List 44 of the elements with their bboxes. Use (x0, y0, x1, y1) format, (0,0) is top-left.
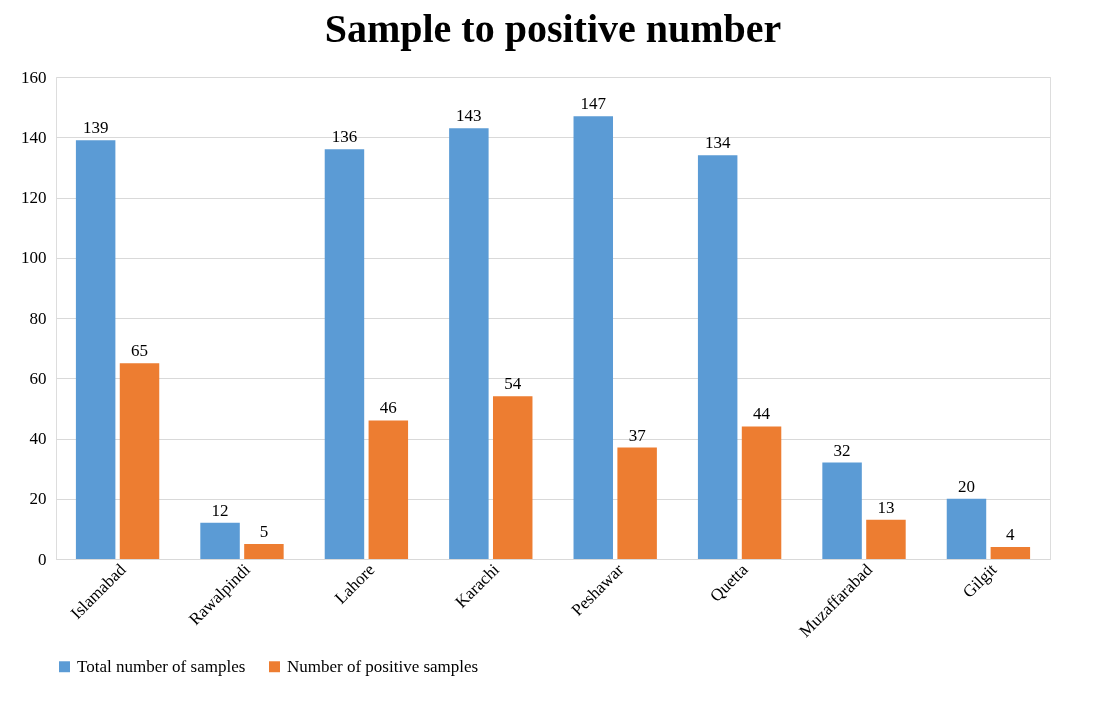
y-tick-label: 140 (21, 127, 47, 147)
chart-title: Sample to positive number (324, 6, 782, 51)
y-tick-label: 40 (29, 429, 47, 448)
data-label: 65 (131, 341, 149, 361)
y-tick-label: 80 (29, 308, 47, 328)
y-tick-label: 60 (29, 368, 47, 388)
bar (368, 420, 409, 559)
bar (75, 140, 116, 559)
data-label: 20 (957, 476, 975, 496)
bar (573, 116, 614, 559)
data-label: 134 (704, 133, 731, 153)
bar (866, 519, 906, 559)
bar (449, 128, 489, 559)
data-label: 46 (379, 398, 397, 418)
data-label: 143 (456, 106, 482, 126)
data-label: 5 (259, 521, 269, 541)
bar (990, 546, 1031, 559)
data-label: 32 (833, 440, 851, 460)
data-label: 136 (331, 127, 358, 147)
bar (946, 498, 987, 559)
bar (200, 522, 240, 559)
bar (822, 462, 862, 559)
data-label: 54 (504, 374, 522, 394)
legend-label: Total number of samples (77, 656, 246, 676)
bar (741, 426, 782, 559)
bar (244, 543, 284, 559)
y-tick-label: 20 (29, 489, 47, 509)
data-label: 139 (82, 118, 109, 138)
data-label: 44 (753, 404, 771, 424)
bar (119, 363, 160, 559)
bar (697, 155, 738, 559)
bar (492, 396, 533, 559)
bar (324, 149, 365, 559)
y-tick-label: 0 (38, 549, 47, 569)
data-label: 13 (877, 497, 895, 517)
data-label: 4 (1006, 524, 1016, 544)
legend-label: Number of positive samples (287, 656, 479, 676)
y-tick-label: 120 (21, 188, 47, 207)
data-label: 147 (580, 94, 607, 114)
bar (617, 447, 657, 559)
y-tick-label: 160 (21, 67, 47, 87)
data-label: 37 (628, 425, 647, 445)
y-tick-label: 100 (21, 248, 47, 268)
data-label: 12 (211, 500, 229, 520)
